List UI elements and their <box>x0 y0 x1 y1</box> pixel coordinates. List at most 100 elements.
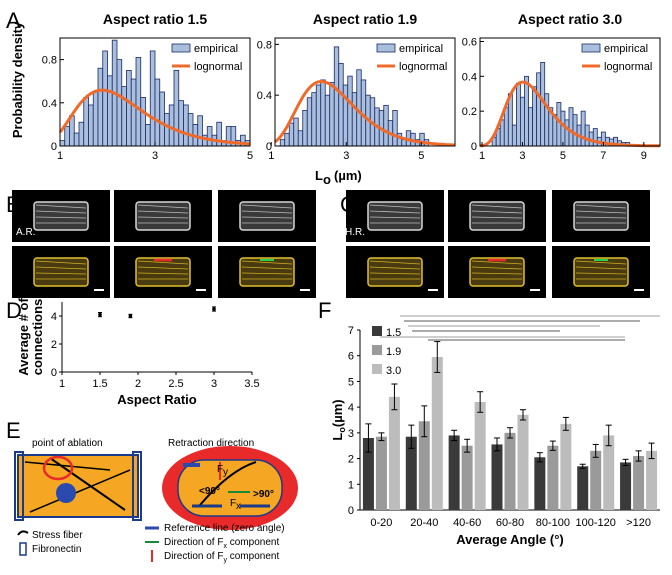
fiber-line <box>369 204 421 209</box>
histogram-bar <box>315 84 322 147</box>
histogram-bar <box>572 114 578 147</box>
histogram-bar <box>356 69 362 147</box>
histogram-bar <box>516 82 521 147</box>
panel-letter-d: D <box>6 298 22 323</box>
scatter-connections: 0 2 4 1 1.5 2 2.5 3 3.5 Aspect Ratio Average # of c… <box>16 298 260 407</box>
cell-left <box>17 454 139 518</box>
x-tick-label: 40-60 <box>453 517 481 529</box>
histogram-bar <box>503 107 509 147</box>
fiber-line <box>575 266 627 270</box>
histogram-bar <box>154 78 161 147</box>
fx-sub: x <box>236 501 241 512</box>
histogram-bar <box>92 91 99 147</box>
fiber-line <box>369 272 421 275</box>
bar-3-0 <box>431 357 443 510</box>
histogram-bar <box>511 124 517 147</box>
legend-fx: Direction of Fx component <box>164 537 279 550</box>
histogram-bar <box>206 126 213 147</box>
bar-1-9 <box>590 450 602 510</box>
data-point <box>212 307 216 311</box>
y-axis-label: Average # of <box>16 298 31 376</box>
histogram-title: Aspect ratio 1.5 <box>103 11 207 27</box>
x-tick-label: 1 <box>479 150 485 162</box>
fiber-line <box>35 204 87 209</box>
bar-1-5 <box>534 457 546 510</box>
bar-3-0 <box>560 423 572 510</box>
histogram-bar <box>126 70 132 147</box>
x-tick-label: 1 <box>57 150 63 162</box>
x-tick-label: 1 <box>268 150 274 162</box>
fiber-line <box>241 210 293 214</box>
panel-b-ar-label: A.R. <box>16 227 35 238</box>
histogram-bar <box>187 113 194 147</box>
histogram-bar <box>102 50 108 147</box>
stress-fiber-2 <box>29 469 131 513</box>
histogram-bar <box>107 75 113 147</box>
x-tick-label: 0-20 <box>370 517 392 529</box>
legend-label: 1.9 <box>386 346 401 358</box>
x-tick-label: 7 <box>600 150 606 162</box>
legend-empirical: empirical <box>399 43 443 55</box>
y-tick-label: 1 <box>348 479 354 491</box>
panel-letter-a: A <box>6 8 21 33</box>
bar-3-0 <box>603 435 615 510</box>
x-tick-label: >120 <box>626 517 651 529</box>
y-axis-label-sub: o <box>337 427 347 433</box>
histogram-title: Aspect ratio 1.9 <box>313 11 417 27</box>
data-point <box>128 314 133 318</box>
legend-label: 1.5 <box>386 327 401 339</box>
x-axis-label: Average Angle (°) <box>456 532 564 547</box>
fiber-line <box>137 216 189 219</box>
plot-frame <box>479 37 661 147</box>
bar-1-9 <box>633 456 645 510</box>
histogram-bar <box>140 97 146 147</box>
angle-gt-label: >90° <box>253 489 274 500</box>
histogram-bar <box>333 46 340 147</box>
histogram-bar <box>88 104 94 147</box>
bar-3-0 <box>646 450 658 510</box>
histogram-bar <box>173 70 180 147</box>
fiber-line <box>137 272 189 275</box>
x-tick-label: 3 <box>152 150 158 162</box>
x-tick-label: 5 <box>418 150 424 162</box>
histogram-bar <box>306 97 313 147</box>
histogram-bar <box>383 104 389 147</box>
legend-fibronectin: Fibronectin <box>32 544 81 555</box>
histogram-bar <box>135 57 142 147</box>
fiber-line <box>241 216 293 219</box>
histogram-bar <box>197 115 203 147</box>
panel-letter-e: E <box>6 418 21 443</box>
legend-swatch <box>372 326 382 336</box>
bar-1-5 <box>620 462 632 510</box>
legend-swatch <box>372 345 382 355</box>
histogram-bar <box>311 92 317 147</box>
fiber-line <box>369 266 421 270</box>
bar-1-5 <box>448 435 460 510</box>
histogram-bar <box>580 110 586 147</box>
legend-lognormal: lognormal <box>604 61 652 73</box>
fiber-line <box>575 210 627 214</box>
histogram-bar <box>560 110 566 147</box>
data-point <box>98 312 102 317</box>
histogram-bar <box>544 93 550 147</box>
y-tick-label: 0.4 <box>42 98 57 110</box>
x-tick-label: 3 <box>343 150 349 162</box>
histogram-bar <box>121 86 127 147</box>
histogram-bar <box>302 110 308 147</box>
y-tick-label: 0 <box>51 141 57 153</box>
fiber-line <box>241 266 293 270</box>
fiber-line <box>241 204 293 209</box>
histogram-bar <box>592 128 598 147</box>
histogram-bar <box>536 72 542 147</box>
y-tick-label: 4 <box>51 311 57 323</box>
histogram-bar <box>116 59 123 147</box>
histogram-bar <box>347 75 353 147</box>
histogram-bar <box>168 104 175 147</box>
histogram-bar <box>564 119 570 147</box>
plot-frame <box>274 37 456 147</box>
histogram-bar <box>97 67 104 147</box>
panel-a-xlabel-sub: o <box>323 172 331 187</box>
stress-fiber-right <box>199 461 257 506</box>
fiber-line <box>575 216 627 219</box>
y-tick-label: 0.4 <box>257 90 272 102</box>
